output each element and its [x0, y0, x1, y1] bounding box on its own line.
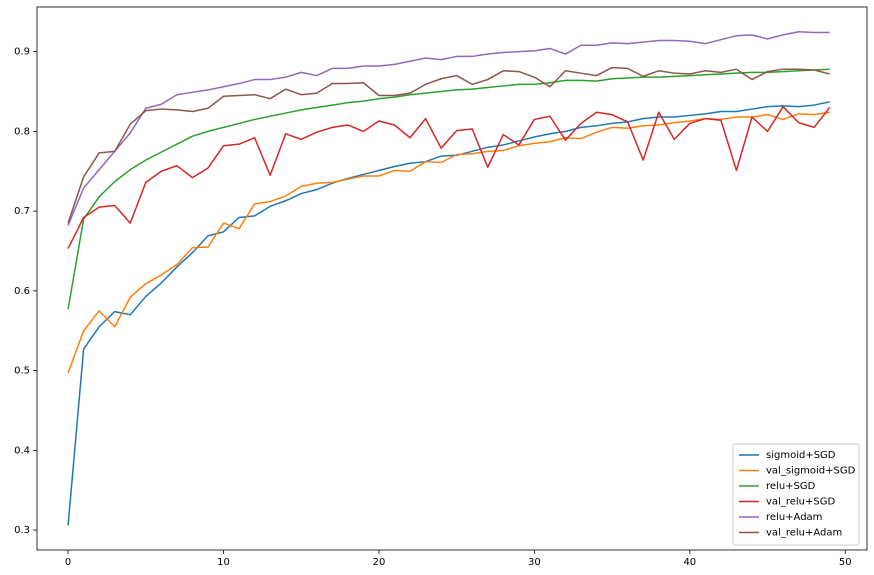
legend-label: val_sigmoid+SGD — [766, 466, 856, 477]
y-tick-label: 0.3 — [14, 525, 30, 536]
legend-label: val_relu+Adam — [766, 528, 842, 539]
y-tick-label: 0.8 — [14, 126, 30, 137]
legend-label: relu+Adam — [766, 512, 822, 523]
x-tick-label: 0 — [65, 557, 71, 568]
legend: sigmoid+SGD val_sigmoid+SGD relu+SGD val_re… — [732, 443, 860, 546]
series-line — [67, 111, 830, 374]
y-tick-label: 0.5 — [14, 366, 30, 377]
y-tick-label: 0.9 — [14, 47, 30, 58]
legend-label: sigmoid+SGD — [766, 450, 836, 461]
x-tick-label: 50 — [839, 557, 852, 568]
series-line — [67, 105, 831, 249]
series-line — [67, 101, 830, 526]
x-tick-label: 10 — [217, 557, 230, 568]
y-tick-label: 0.6 — [14, 286, 30, 297]
y-tick-label: 0.7 — [14, 206, 30, 217]
series-line — [67, 30, 830, 226]
x-tick-label: 20 — [373, 557, 386, 568]
y-tick-label: 0.4 — [14, 445, 30, 456]
series-line — [67, 68, 830, 310]
legend-box — [732, 443, 860, 546]
legend-label: relu+SGD — [766, 481, 816, 492]
x-tick-label: 40 — [683, 557, 696, 568]
x-tick-label: 30 — [528, 557, 541, 568]
plot-frame — [36, 6, 868, 551]
series-line — [67, 66, 830, 224]
legend-label: val_relu+SGD — [766, 497, 835, 508]
